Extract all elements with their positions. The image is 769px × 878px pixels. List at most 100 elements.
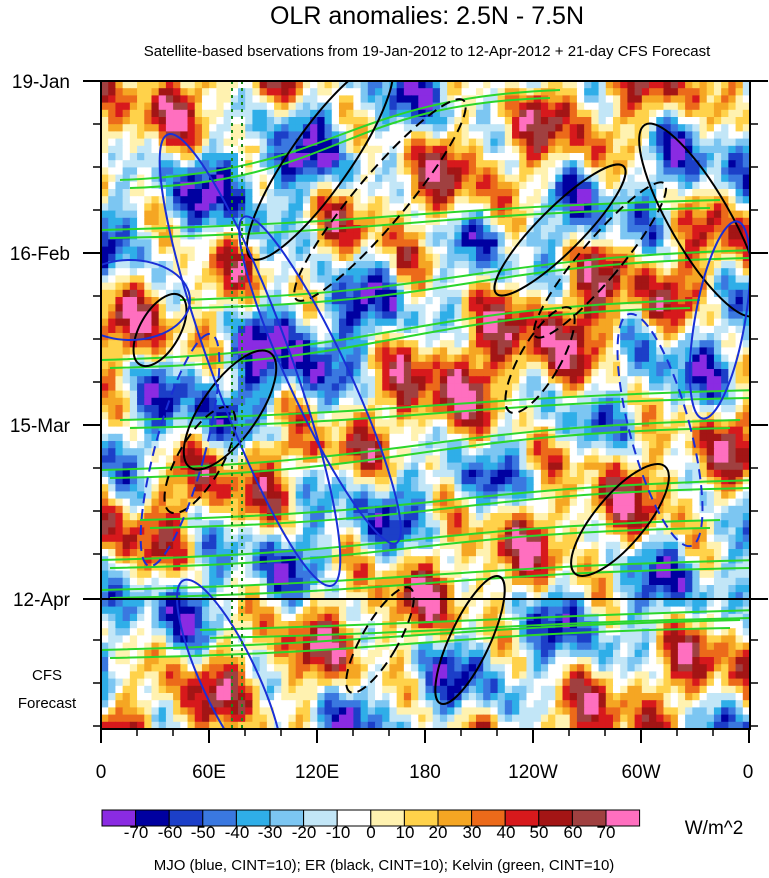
heatmap-cell bbox=[367, 361, 376, 370]
heatmap-cell bbox=[612, 225, 621, 233]
heatmap-cell bbox=[432, 88, 441, 96]
heatmap-cell bbox=[165, 462, 174, 471]
heatmap-cell bbox=[656, 433, 665, 442]
heatmap-cell bbox=[439, 203, 448, 212]
heatmap-cell bbox=[699, 189, 708, 197]
heatmap-cell bbox=[367, 160, 376, 168]
heatmap-cell bbox=[742, 210, 750, 219]
heatmap-cell bbox=[461, 383, 470, 392]
heatmap-cell bbox=[137, 297, 145, 305]
heatmap-cell bbox=[475, 117, 484, 125]
heatmap-cell bbox=[288, 333, 297, 341]
heatmap-cell bbox=[259, 397, 268, 406]
heatmap-cell bbox=[663, 325, 672, 334]
heatmap-cell bbox=[180, 354, 189, 363]
heatmap-cell bbox=[706, 261, 715, 269]
heatmap-cell bbox=[692, 318, 701, 327]
heatmap-cell bbox=[562, 246, 571, 255]
heatmap-cell bbox=[346, 246, 354, 255]
heatmap-cell bbox=[252, 311, 261, 320]
heatmap-cell bbox=[295, 153, 304, 161]
heatmap-cell bbox=[497, 441, 506, 449]
heatmap-cell bbox=[375, 253, 383, 262]
heatmap-cell bbox=[180, 383, 189, 392]
heatmap-cell bbox=[526, 433, 535, 442]
heatmap-cell bbox=[302, 189, 311, 197]
heatmap-cell bbox=[548, 109, 556, 118]
heatmap-cell bbox=[144, 217, 153, 226]
heatmap-cell bbox=[432, 225, 441, 233]
heatmap-cell bbox=[533, 469, 542, 478]
heatmap-cell bbox=[692, 174, 701, 183]
heatmap-cell bbox=[101, 131, 109, 140]
heatmap-cell bbox=[403, 304, 412, 312]
heatmap-cell bbox=[461, 354, 470, 363]
heatmap-cell bbox=[252, 469, 261, 478]
heatmap-cell bbox=[165, 376, 174, 384]
heatmap-cell bbox=[692, 405, 701, 413]
heatmap-cell bbox=[425, 181, 434, 190]
heatmap-cell bbox=[576, 217, 585, 226]
heatmap-cell bbox=[591, 145, 600, 154]
heatmap-cell bbox=[548, 160, 556, 168]
heatmap-cell bbox=[165, 433, 174, 442]
heatmap-cell bbox=[122, 477, 131, 485]
heatmap-cell bbox=[317, 81, 326, 89]
heatmap-cell bbox=[411, 261, 419, 269]
heatmap-cell bbox=[519, 462, 528, 471]
heatmap-cell bbox=[122, 390, 131, 399]
heatmap-cell bbox=[165, 189, 174, 197]
heatmap-cell bbox=[338, 261, 347, 269]
heatmap-cell bbox=[165, 117, 174, 125]
heatmap-cell bbox=[108, 145, 117, 154]
heatmap-cell bbox=[331, 95, 340, 104]
heatmap-cell bbox=[483, 138, 491, 147]
heatmap-cell bbox=[454, 304, 463, 312]
heatmap-cell bbox=[692, 412, 701, 420]
heatmap-cell bbox=[468, 462, 477, 471]
heatmap-cell bbox=[122, 88, 131, 96]
heatmap-cell bbox=[331, 239, 340, 248]
heatmap-cell bbox=[201, 376, 210, 384]
heatmap-cell bbox=[411, 102, 419, 111]
heatmap-cell bbox=[540, 441, 549, 449]
heatmap-cell bbox=[331, 124, 340, 132]
heatmap-cell bbox=[259, 469, 268, 478]
heatmap-cell bbox=[706, 95, 715, 104]
heatmap-cell bbox=[137, 131, 145, 140]
heatmap-cell bbox=[447, 160, 455, 168]
heatmap-cell bbox=[411, 397, 419, 406]
heatmap-cell bbox=[187, 102, 196, 111]
heatmap-cell bbox=[526, 347, 535, 356]
heatmap-cell bbox=[504, 441, 513, 449]
chart-subtitle: Satellite-based bservations from 19-Jan-… bbox=[144, 43, 711, 60]
heatmap-cell bbox=[180, 217, 189, 226]
heatmap-cell bbox=[526, 261, 535, 269]
heatmap-cell bbox=[122, 124, 131, 132]
heatmap-cell bbox=[540, 333, 549, 341]
heatmap-cell bbox=[634, 347, 643, 356]
heatmap-cell bbox=[605, 354, 614, 363]
heatmap-cell bbox=[122, 462, 131, 471]
heatmap-cell bbox=[656, 275, 665, 284]
heatmap-cell bbox=[526, 311, 535, 320]
heatmap-cell bbox=[728, 282, 737, 291]
heatmap-cell bbox=[144, 131, 153, 140]
heatmap-cell bbox=[439, 196, 448, 204]
heatmap-cell bbox=[656, 102, 665, 111]
heatmap-cell bbox=[281, 412, 290, 420]
heatmap-cell bbox=[375, 354, 383, 363]
heatmap-cell bbox=[194, 109, 203, 118]
heatmap-cell bbox=[259, 289, 268, 298]
heatmap-cell bbox=[576, 369, 585, 377]
heatmap-cell bbox=[584, 203, 592, 212]
heatmap-cell bbox=[562, 397, 571, 406]
heatmap-cell bbox=[144, 325, 153, 334]
heatmap-cell bbox=[317, 160, 326, 168]
heatmap-cell bbox=[173, 124, 181, 132]
heatmap-cell bbox=[129, 448, 138, 456]
heatmap-cell bbox=[216, 347, 225, 356]
heatmap-cell bbox=[569, 124, 578, 132]
heatmap-cell bbox=[411, 95, 419, 104]
heatmap-cell bbox=[584, 383, 592, 392]
